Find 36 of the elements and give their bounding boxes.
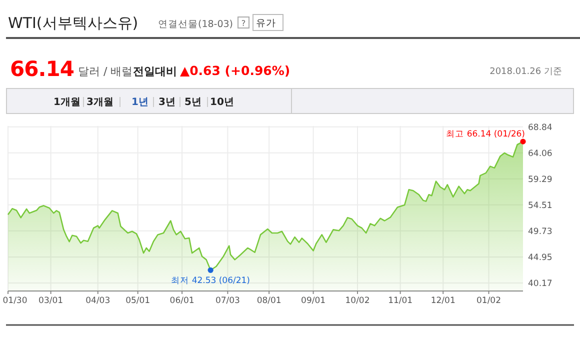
annotation: 최고 66.14 (01/26) <box>446 130 525 140</box>
x-tick-label: 01/02 <box>476 296 502 306</box>
text: 1년 <box>132 97 148 108</box>
y-tick-label: 68.84 <box>528 122 552 133</box>
x-tick-label: 03/01 <box>38 296 64 306</box>
x-tick-label: 09/01 <box>301 296 326 306</box>
y-tick-label: 59.29 <box>528 174 552 185</box>
text: 전일대비 <box>133 65 177 78</box>
chart-subtitle: 연결선물(18-03) <box>158 19 234 30</box>
x-tick-label: 04/03 <box>86 296 110 306</box>
text: 5년 <box>184 97 202 108</box>
x-tick-label: 07/03 <box>215 296 240 306</box>
title: WTI(서부텍사스유) <box>8 14 138 32</box>
text: ? <box>241 19 246 28</box>
y-tick-label: 54.51 <box>528 200 552 211</box>
x-tick-label: 05/01 <box>126 296 150 306</box>
y-tick-label: 64.06 <box>528 148 552 159</box>
y-tick-label: 49.73 <box>528 226 552 237</box>
text: 달러 / 배럴 <box>78 65 133 78</box>
text: 3년 <box>158 97 176 108</box>
text: 3개월 <box>86 97 114 108</box>
x-tick-label: 11/01 <box>388 296 413 306</box>
annotation: 최저 42.53 (06/21) <box>171 276 250 286</box>
text: 2018.01.26 기준 <box>490 67 562 77</box>
text: 66.14 <box>10 57 74 81</box>
y-tick-label: 40.17 <box>528 278 552 289</box>
x-tick-label: 01/30 <box>2 296 28 306</box>
text: 1개월 <box>54 97 80 108</box>
x-tick-label: 10/02 <box>345 296 370 306</box>
x-tick-label: 06/01 <box>170 296 194 306</box>
text: ▲0.63 (+0.96%) <box>180 63 290 78</box>
x-tick-label: 08/01 <box>256 296 282 306</box>
y-tick-label: 44.95 <box>528 252 552 263</box>
text: 10년 <box>210 97 234 108</box>
x-tick-label: 12/01 <box>430 296 456 306</box>
text: 유가 <box>256 18 276 29</box>
